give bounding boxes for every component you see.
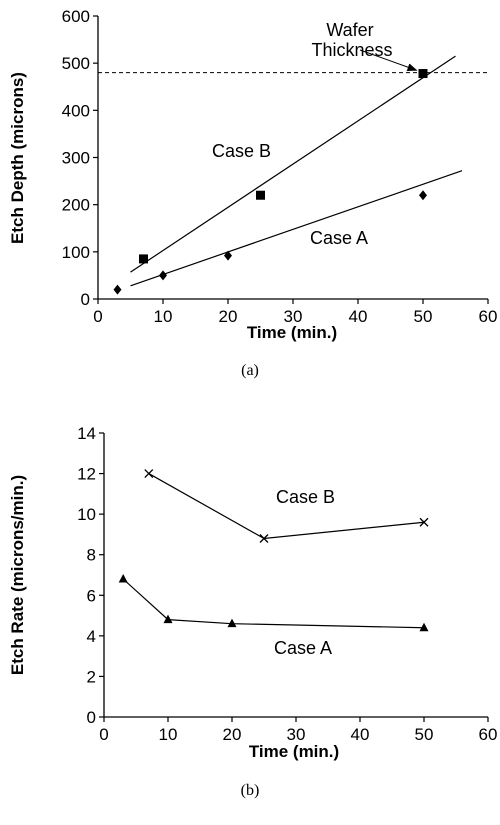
ticks-b: 0 10 20 30 40 50 60 0 2 4 6 8 10 12 14	[77, 424, 497, 744]
b-point-1-1	[163, 614, 173, 624]
a-point-1-1	[159, 270, 167, 281]
a-ytick-label-1: 100	[62, 243, 90, 262]
y-axis-title-b: Etch Rate (microns/min.)	[8, 475, 27, 675]
a-point-1-2	[224, 250, 232, 261]
b-xtick-label-0: 0	[99, 725, 108, 744]
a-point-0-0	[139, 254, 148, 264]
b-point-1-0	[118, 574, 128, 583]
b-xtick-label-5: 50	[415, 725, 434, 744]
a-point-0-1	[256, 190, 265, 200]
b-ytick-label-2: 4	[87, 627, 96, 646]
b-ytick-label-5: 10	[77, 505, 96, 524]
b-point-1-3	[419, 622, 429, 632]
a-xtick-label-0: 0	[93, 307, 102, 326]
b-point-0-1	[259, 534, 269, 543]
b-ytick-label-4: 8	[87, 546, 96, 565]
fit-lines-a	[130, 55, 463, 287]
a-fit-line-1	[130, 170, 463, 287]
a-xtick-label-2: 20	[219, 307, 238, 326]
b-xtick-label-2: 20	[223, 725, 242, 744]
b-point-0-0	[144, 469, 154, 479]
a-fit-line-0	[130, 55, 456, 273]
annotation-arrow	[359, 49, 418, 71]
x-axis-title-a: Time (min.)	[247, 323, 337, 342]
a-xtick-label-6: 60	[479, 307, 498, 326]
a-ytick-label-6: 600	[62, 7, 90, 26]
annotation-case-a-a: Case A	[310, 228, 368, 248]
b-point-0-2	[419, 517, 429, 527]
x-axis-title-b: Time (min.)	[249, 742, 339, 761]
annotation-case-b-a: Case B	[212, 141, 271, 161]
b-ytick-label-3: 6	[87, 586, 96, 605]
caption-b: (b)	[241, 782, 260, 799]
annotation-thickness: Thickness	[311, 40, 392, 60]
data-points-b	[118, 469, 429, 632]
b-xtick-label-3: 30	[287, 725, 306, 744]
a-ytick-label-3: 300	[62, 149, 90, 168]
a-ytick-label-2: 200	[62, 196, 90, 215]
a-xtick-label-3: 30	[284, 307, 303, 326]
b-point-1-2	[227, 618, 237, 628]
data-points-a	[113, 69, 428, 295]
b-ytick-label-6: 12	[77, 465, 96, 484]
b-xtick-label-4: 40	[351, 725, 370, 744]
a-ytick-label-4: 400	[62, 101, 90, 120]
b-series-line-1	[122, 578, 425, 629]
b-xtick-label-1: 10	[159, 725, 178, 744]
a-xtick-label-4: 40	[349, 307, 368, 326]
a-ytick-label-0: 0	[81, 290, 90, 309]
y-axis-title-a: Etch Depth (microns)	[8, 72, 27, 244]
series-lines-b	[122, 473, 425, 629]
chart-b-etch-rate: 0 10 20 30 40 50 60 0 2 4 6 8 10 12 14 Case B Case A T…	[8, 424, 497, 799]
b-xtick-label-6: 60	[479, 725, 498, 744]
a-ytick-label-5: 500	[62, 54, 90, 73]
b-ytick-label-0: 0	[87, 708, 96, 727]
caption-a: (a)	[241, 362, 259, 379]
annotation-wafer: Wafer	[326, 20, 373, 40]
a-point-1-3	[419, 190, 427, 201]
a-point-1-0	[113, 284, 122, 295]
a-point-0-2	[418, 69, 428, 79]
annotation-case-b-b: Case B	[276, 487, 335, 507]
b-ytick-label-1: 2	[87, 667, 96, 686]
b-ytick-label-7: 14	[77, 424, 96, 443]
a-xtick-label-1: 10	[154, 307, 173, 326]
plot-area-b: 0 10 20 30 40 50 60 0 2 4 6 8 10 12 14 Case B Case A	[77, 424, 497, 744]
a-xtick-label-5: 50	[414, 307, 433, 326]
annotation-case-a-b: Case A	[274, 638, 332, 658]
